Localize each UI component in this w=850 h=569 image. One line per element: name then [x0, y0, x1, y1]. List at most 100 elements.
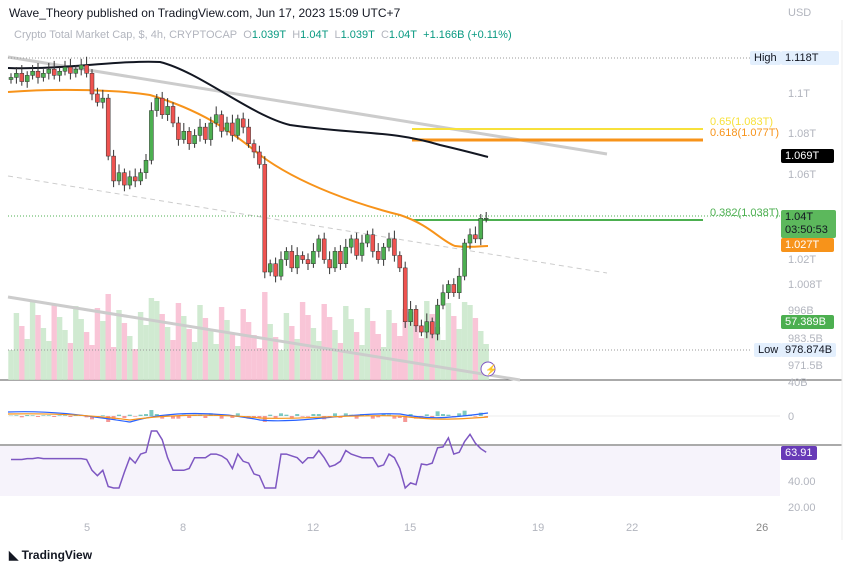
volume-bar [83, 332, 90, 380]
candle-body [240, 118, 246, 128]
candle-body [186, 131, 192, 144]
candle-body [138, 172, 143, 182]
volume-bar [251, 335, 257, 380]
open-label: O [243, 29, 252, 41]
ma200-line[interactable] [7, 60, 489, 158]
macd-histogram-bar [149, 410, 154, 416]
rsi-line [11, 430, 487, 490]
macd-histogram-bar [19, 416, 24, 418]
candle-body [203, 126, 208, 140]
volume-bar [56, 317, 63, 380]
price-tick: 1.06T [788, 169, 817, 181]
candle-body [257, 151, 262, 165]
fib-0382-label: 0.382(1.038T) [710, 207, 780, 219]
macd-histogram-bar [284, 414, 289, 416]
macd-histogram-bar [279, 413, 283, 416]
candle-body [419, 325, 424, 333]
trendline-lower[interactable] [7, 295, 521, 382]
macd-histogram-bar [171, 416, 175, 419]
volume-bar [202, 318, 209, 380]
candle-body [370, 234, 376, 252]
candle-body [197, 126, 203, 136]
volume-bar [434, 327, 441, 380]
fib-0618-label: 0.618(1.077T) [710, 127, 780, 139]
candle-body [338, 251, 343, 264]
candle-body [327, 259, 332, 269]
volume-bar [132, 349, 138, 380]
volume-bar [451, 316, 457, 380]
volume-bar [229, 333, 236, 380]
volume-bar [343, 306, 349, 380]
trendline-mid[interactable] [7, 175, 608, 274]
candle-body [381, 246, 386, 260]
candle-body [235, 118, 241, 136]
candle-body [354, 238, 359, 256]
macd-histogram-bar [473, 416, 478, 417]
candle-body [208, 122, 214, 140]
candle-body [100, 97, 106, 103]
candle-body [8, 77, 14, 80]
macd-histogram-bar [424, 414, 429, 416]
tradingview-logo[interactable]: ◣ TradingView [9, 548, 92, 562]
macd-histogram-bar [187, 416, 192, 418]
close-value: 1.04T [388, 29, 418, 41]
volume-bar [127, 336, 133, 380]
macd-histogram-bar [117, 414, 121, 416]
candle-body [57, 70, 62, 76]
candle-body [273, 263, 278, 277]
candle-body [284, 251, 289, 260]
volume-bar [116, 310, 122, 380]
macd-histogram-bar [306, 416, 310, 417]
volume-bar [73, 306, 79, 380]
macd-histogram-bar [435, 411, 440, 416]
volume-bar [148, 298, 155, 380]
last-price: 1.04T [785, 211, 814, 223]
volume-bar [359, 345, 365, 380]
candle-body [397, 255, 403, 269]
volume-bar [175, 303, 182, 380]
time-tick: 5 [84, 522, 91, 534]
macd-tick: 0 [788, 411, 795, 423]
macd-histogram-bar [127, 414, 132, 416]
price-tick: 1.02T [788, 254, 817, 266]
volume-bar [294, 339, 300, 380]
volume-bar [267, 324, 273, 380]
macd-histogram-bar [262, 416, 267, 422]
macd-histogram-bar [36, 416, 40, 417]
symbol-name[interactable]: Crypto Total Market Cap, $, 4h, CRYPTOCA… [14, 29, 238, 41]
ma50-line[interactable] [7, 88, 489, 248]
volume-bar [407, 312, 414, 380]
volume-bar [445, 303, 452, 380]
candle-body [192, 135, 197, 144]
volume-bar [402, 309, 408, 380]
currency-label[interactable]: USD [788, 7, 812, 19]
volume-bar [181, 316, 187, 380]
candle-body [392, 238, 397, 256]
volume-bar [100, 321, 106, 380]
signal-line [7, 413, 489, 421]
rsi-tick: 40.00 [788, 476, 816, 488]
macd-histogram-bar [370, 416, 375, 419]
candle-body [116, 172, 122, 182]
volume-bar [472, 318, 479, 380]
volume-bar [424, 301, 430, 380]
macd-histogram-bar [57, 415, 62, 416]
macd-histogram-bar [289, 416, 294, 419]
high-value: 1.04T [300, 29, 329, 41]
trendline-upper[interactable] [7, 55, 608, 156]
replay-icon[interactable] [480, 361, 496, 377]
candle-body [348, 238, 354, 248]
macd-histogram-bar [273, 416, 278, 418]
open-value: 1.039T [251, 29, 287, 41]
candle-body [413, 309, 419, 327]
volume-bar [332, 330, 338, 380]
macd-histogram-bar [25, 415, 30, 416]
macd-histogram-bar [484, 416, 489, 417]
tradingview-logo-icon: ◣ [9, 548, 19, 562]
close-label: C [380, 29, 389, 41]
last-price-tag: 1.04T 03:50:53 [781, 210, 836, 238]
candle-body [219, 114, 224, 132]
macd-histogram-bar [392, 416, 397, 419]
macd-histogram-bar [41, 415, 46, 416]
